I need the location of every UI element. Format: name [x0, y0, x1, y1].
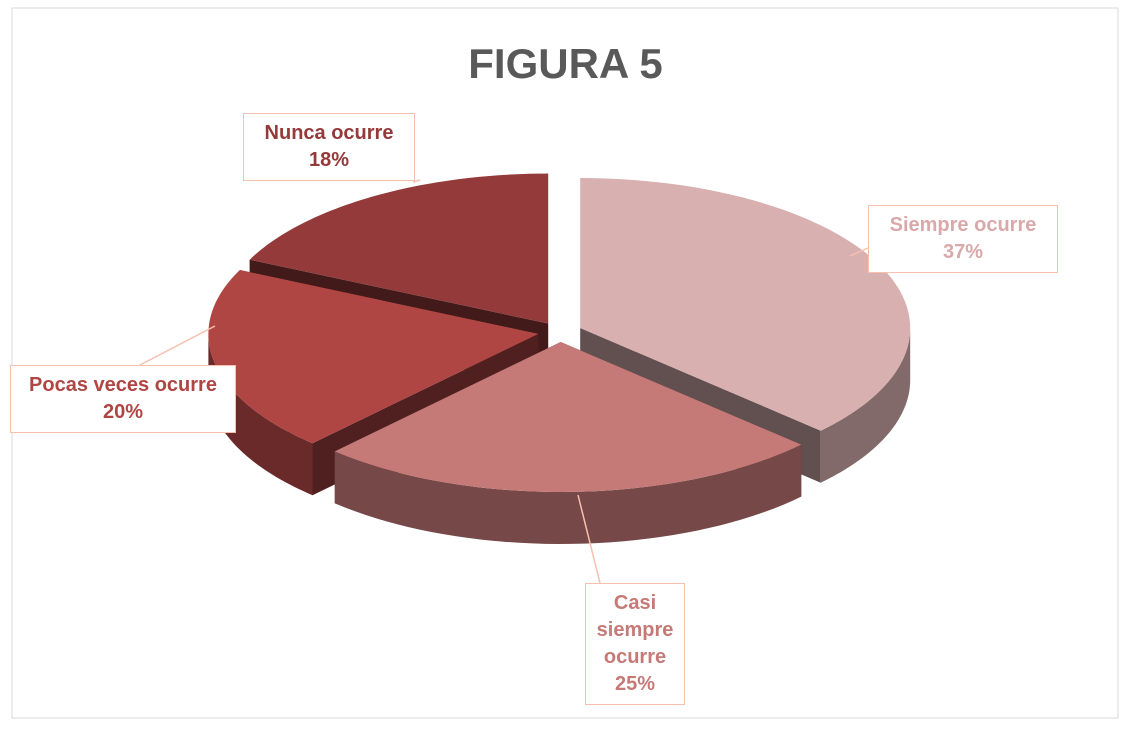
- leader-line: [139, 325, 216, 366]
- label-value: 20%: [102, 401, 144, 423]
- slice-top: [334, 341, 802, 492]
- data-label: Casi siempre ocurre 25%: [585, 583, 685, 705]
- slice: [334, 341, 802, 544]
- leader-line: [412, 179, 421, 183]
- leader-line: [577, 494, 601, 584]
- slice-side: [208, 333, 313, 496]
- slice-top: [580, 178, 911, 431]
- data-label: Siempre ocurre 37%: [868, 205, 1058, 273]
- label-name: Nunca ocurre: [264, 122, 394, 144]
- frame: [11, 7, 1119, 719]
- slice-side: [334, 444, 802, 544]
- label-name: Siempre ocurre: [889, 214, 1037, 236]
- label-name: Casi siempre ocurre: [596, 592, 674, 668]
- data-label: Pocas veces ocurre 20%: [10, 365, 236, 433]
- slice-top: [208, 270, 539, 444]
- label-name: Pocas veces ocurre: [29, 374, 217, 396]
- leader-line: [849, 247, 869, 257]
- data-label: Nunca ocurre 18%: [243, 113, 415, 181]
- leader-lines: [139, 179, 869, 584]
- chart-title: FIGURA 5: [468, 40, 663, 87]
- label-value: 37%: [942, 241, 984, 263]
- slice-side: [820, 328, 911, 483]
- label-value: 25%: [614, 673, 656, 695]
- pie: [208, 173, 911, 544]
- slice-top: [249, 173, 549, 324]
- label-value: 18%: [308, 149, 350, 171]
